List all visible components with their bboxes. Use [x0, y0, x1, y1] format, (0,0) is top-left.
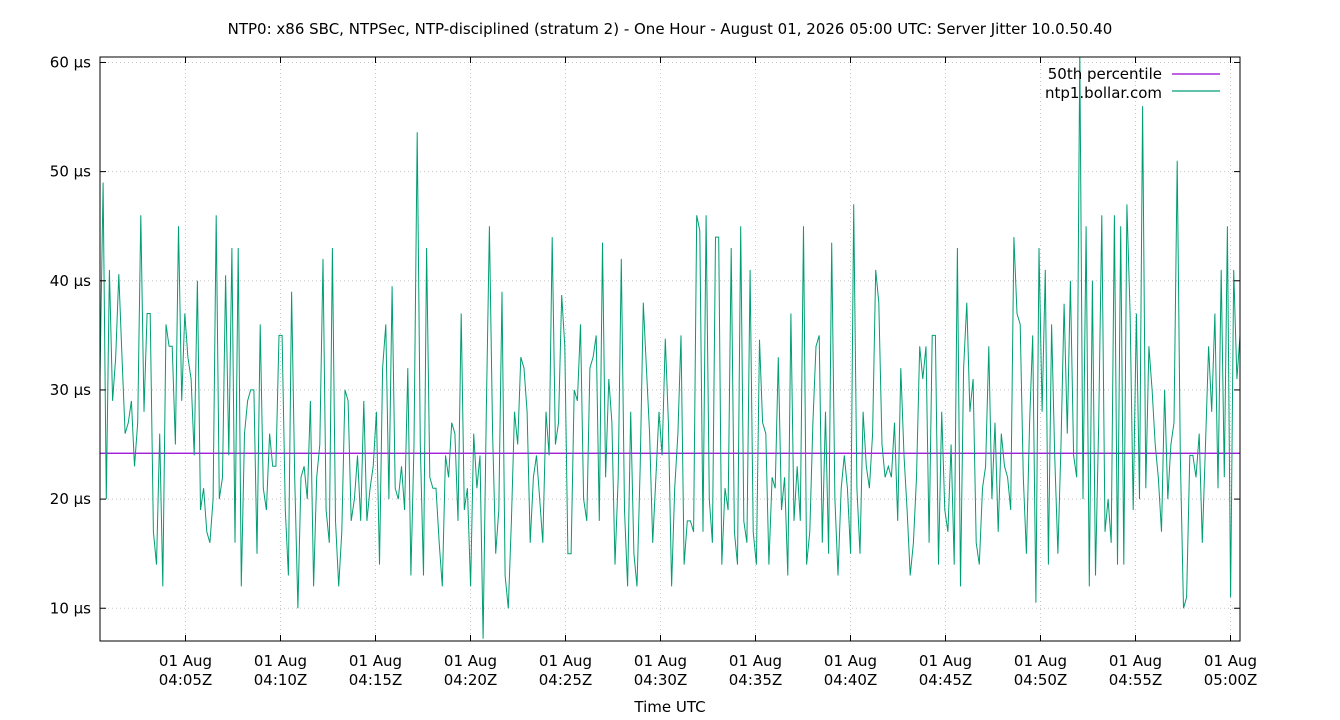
x-tick-label-date: 01 Aug	[824, 652, 877, 670]
y-axis: 10 µs 20 µs 30 µs 40 µs 50 µs 60 µs	[50, 53, 1240, 617]
legend: 50th percentile ntp1.bollar.com	[1045, 65, 1220, 102]
y-tick-label: 20 µs	[50, 490, 91, 508]
x-tick-label-time: 04:50Z	[1014, 671, 1068, 689]
x-tick-label-date: 01 Aug	[444, 652, 497, 670]
chart-title: NTP0: x86 SBC, NTPSec, NTP-disciplined (…	[228, 20, 1113, 38]
x-tick-label-time: 04:55Z	[1109, 671, 1163, 689]
x-tick-label-date: 01 Aug	[1014, 652, 1067, 670]
x-tick-label-date: 01 Aug	[349, 652, 402, 670]
plot-frame	[99, 56, 1241, 642]
y-tick-label: 60 µs	[50, 53, 91, 71]
x-tick-label-date: 01 Aug	[919, 652, 972, 670]
x-tick-label-date: 01 Aug	[254, 652, 307, 670]
y-tick-label: 10 µs	[50, 599, 91, 617]
legend-label-server: ntp1.bollar.com	[1045, 84, 1162, 102]
x-tick-label-time: 04:30Z	[634, 671, 688, 689]
x-tick-label-time: 04:25Z	[539, 671, 593, 689]
x-tick-label-date: 01 Aug	[539, 652, 592, 670]
x-tick-label-date: 01 Aug	[634, 652, 687, 670]
jitter-series-line	[100, 57, 1240, 639]
x-tick-label-time: 04:15Z	[349, 671, 403, 689]
legend-label-percentile: 50th percentile	[1048, 65, 1162, 83]
x-tick-label-time: 04:45Z	[919, 671, 973, 689]
x-tick-label-time: 04:10Z	[254, 671, 308, 689]
y-tick-label: 40 µs	[50, 272, 91, 290]
x-axis-label: Time UTC	[633, 698, 705, 716]
x-tick-label-time: 04:35Z	[729, 671, 783, 689]
x-tick-label-time: 05:00Z	[1204, 671, 1258, 689]
x-tick-label-date: 01 Aug	[1204, 652, 1257, 670]
x-tick-label-time: 04:40Z	[824, 671, 878, 689]
x-tick-label-time: 04:05Z	[159, 671, 213, 689]
x-tick-label-time: 04:20Z	[444, 671, 498, 689]
x-tick-label-date: 01 Aug	[729, 652, 782, 670]
x-tick-label-date: 01 Aug	[1109, 652, 1162, 670]
x-tick-label-date: 01 Aug	[159, 652, 212, 670]
y-tick-label: 30 µs	[50, 381, 91, 399]
series-layer	[100, 57, 1240, 639]
y-tick-label: 50 µs	[50, 163, 91, 181]
